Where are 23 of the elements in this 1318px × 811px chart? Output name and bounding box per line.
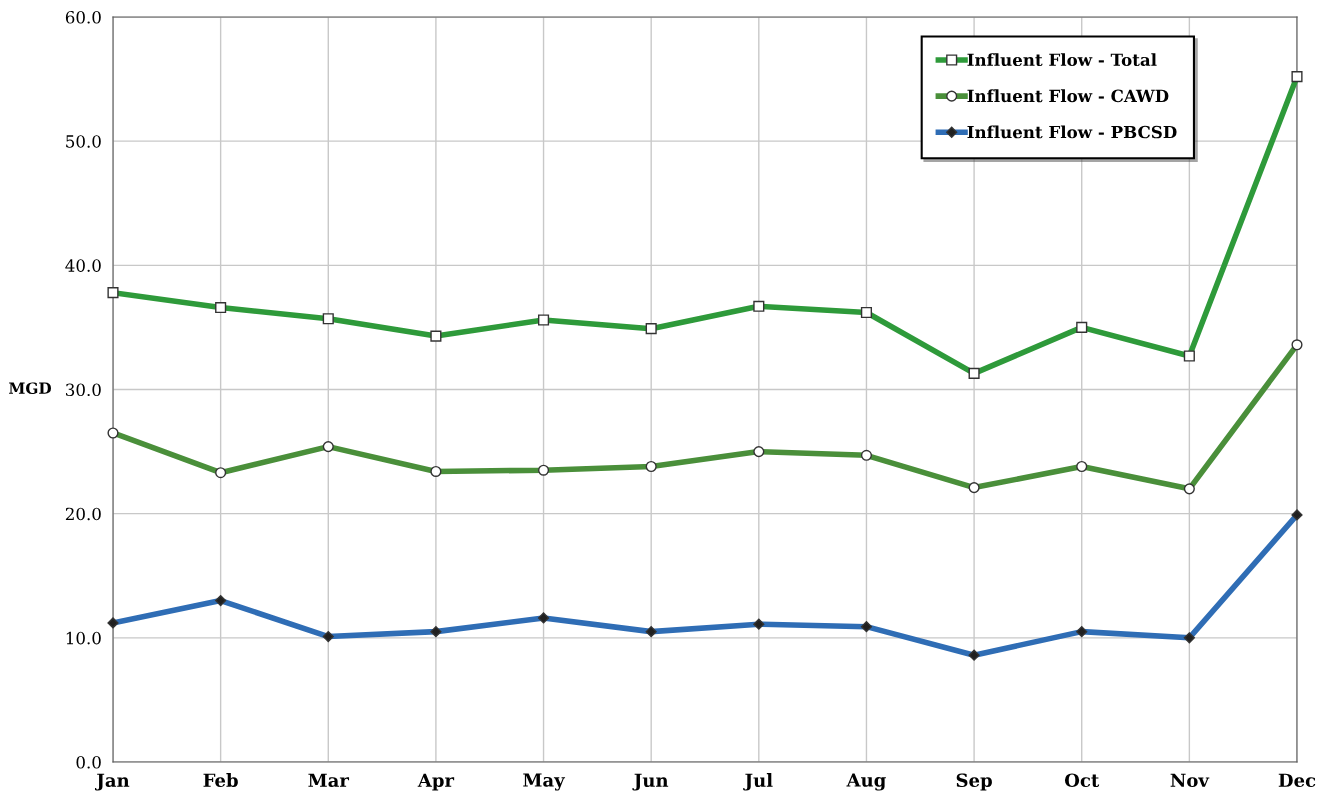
x-tick-label: Mar	[308, 773, 350, 788]
x-tick-label: Aug	[846, 773, 886, 791]
x-tick-label: May	[523, 773, 566, 791]
x-tick-label: Jul	[743, 773, 773, 791]
x-tick-label: Sep	[956, 773, 992, 791]
y-tick-label: 40.0	[65, 259, 101, 272]
legend-label: Influent Flow - CAWD	[967, 89, 1169, 103]
y-tick-label: 10.0	[66, 631, 101, 645]
x-tick-label: Oct	[1064, 773, 1100, 788]
y-tick-label: 30.0	[66, 383, 101, 397]
y-tick-label: 50.0	[66, 135, 101, 148]
x-tick-label: Jun	[632, 773, 669, 791]
x-tick-label: Dec	[1278, 773, 1316, 788]
x-tick-label: Jan	[94, 773, 130, 791]
x-tick-label: Apr	[417, 773, 455, 791]
legend-label: Influent Flow - PBCSD	[967, 125, 1177, 139]
y-tick-label: 0.0	[76, 755, 101, 769]
legend-label: Influent Flow - Total	[967, 53, 1157, 67]
x-tick-label: Feb	[203, 773, 238, 788]
x-tick-label: Nov	[1170, 773, 1210, 788]
y-tick-label: 60.0	[65, 10, 101, 24]
y-tick-label: 20.0	[65, 507, 101, 521]
y-axis-title: MGD	[9, 382, 52, 394]
